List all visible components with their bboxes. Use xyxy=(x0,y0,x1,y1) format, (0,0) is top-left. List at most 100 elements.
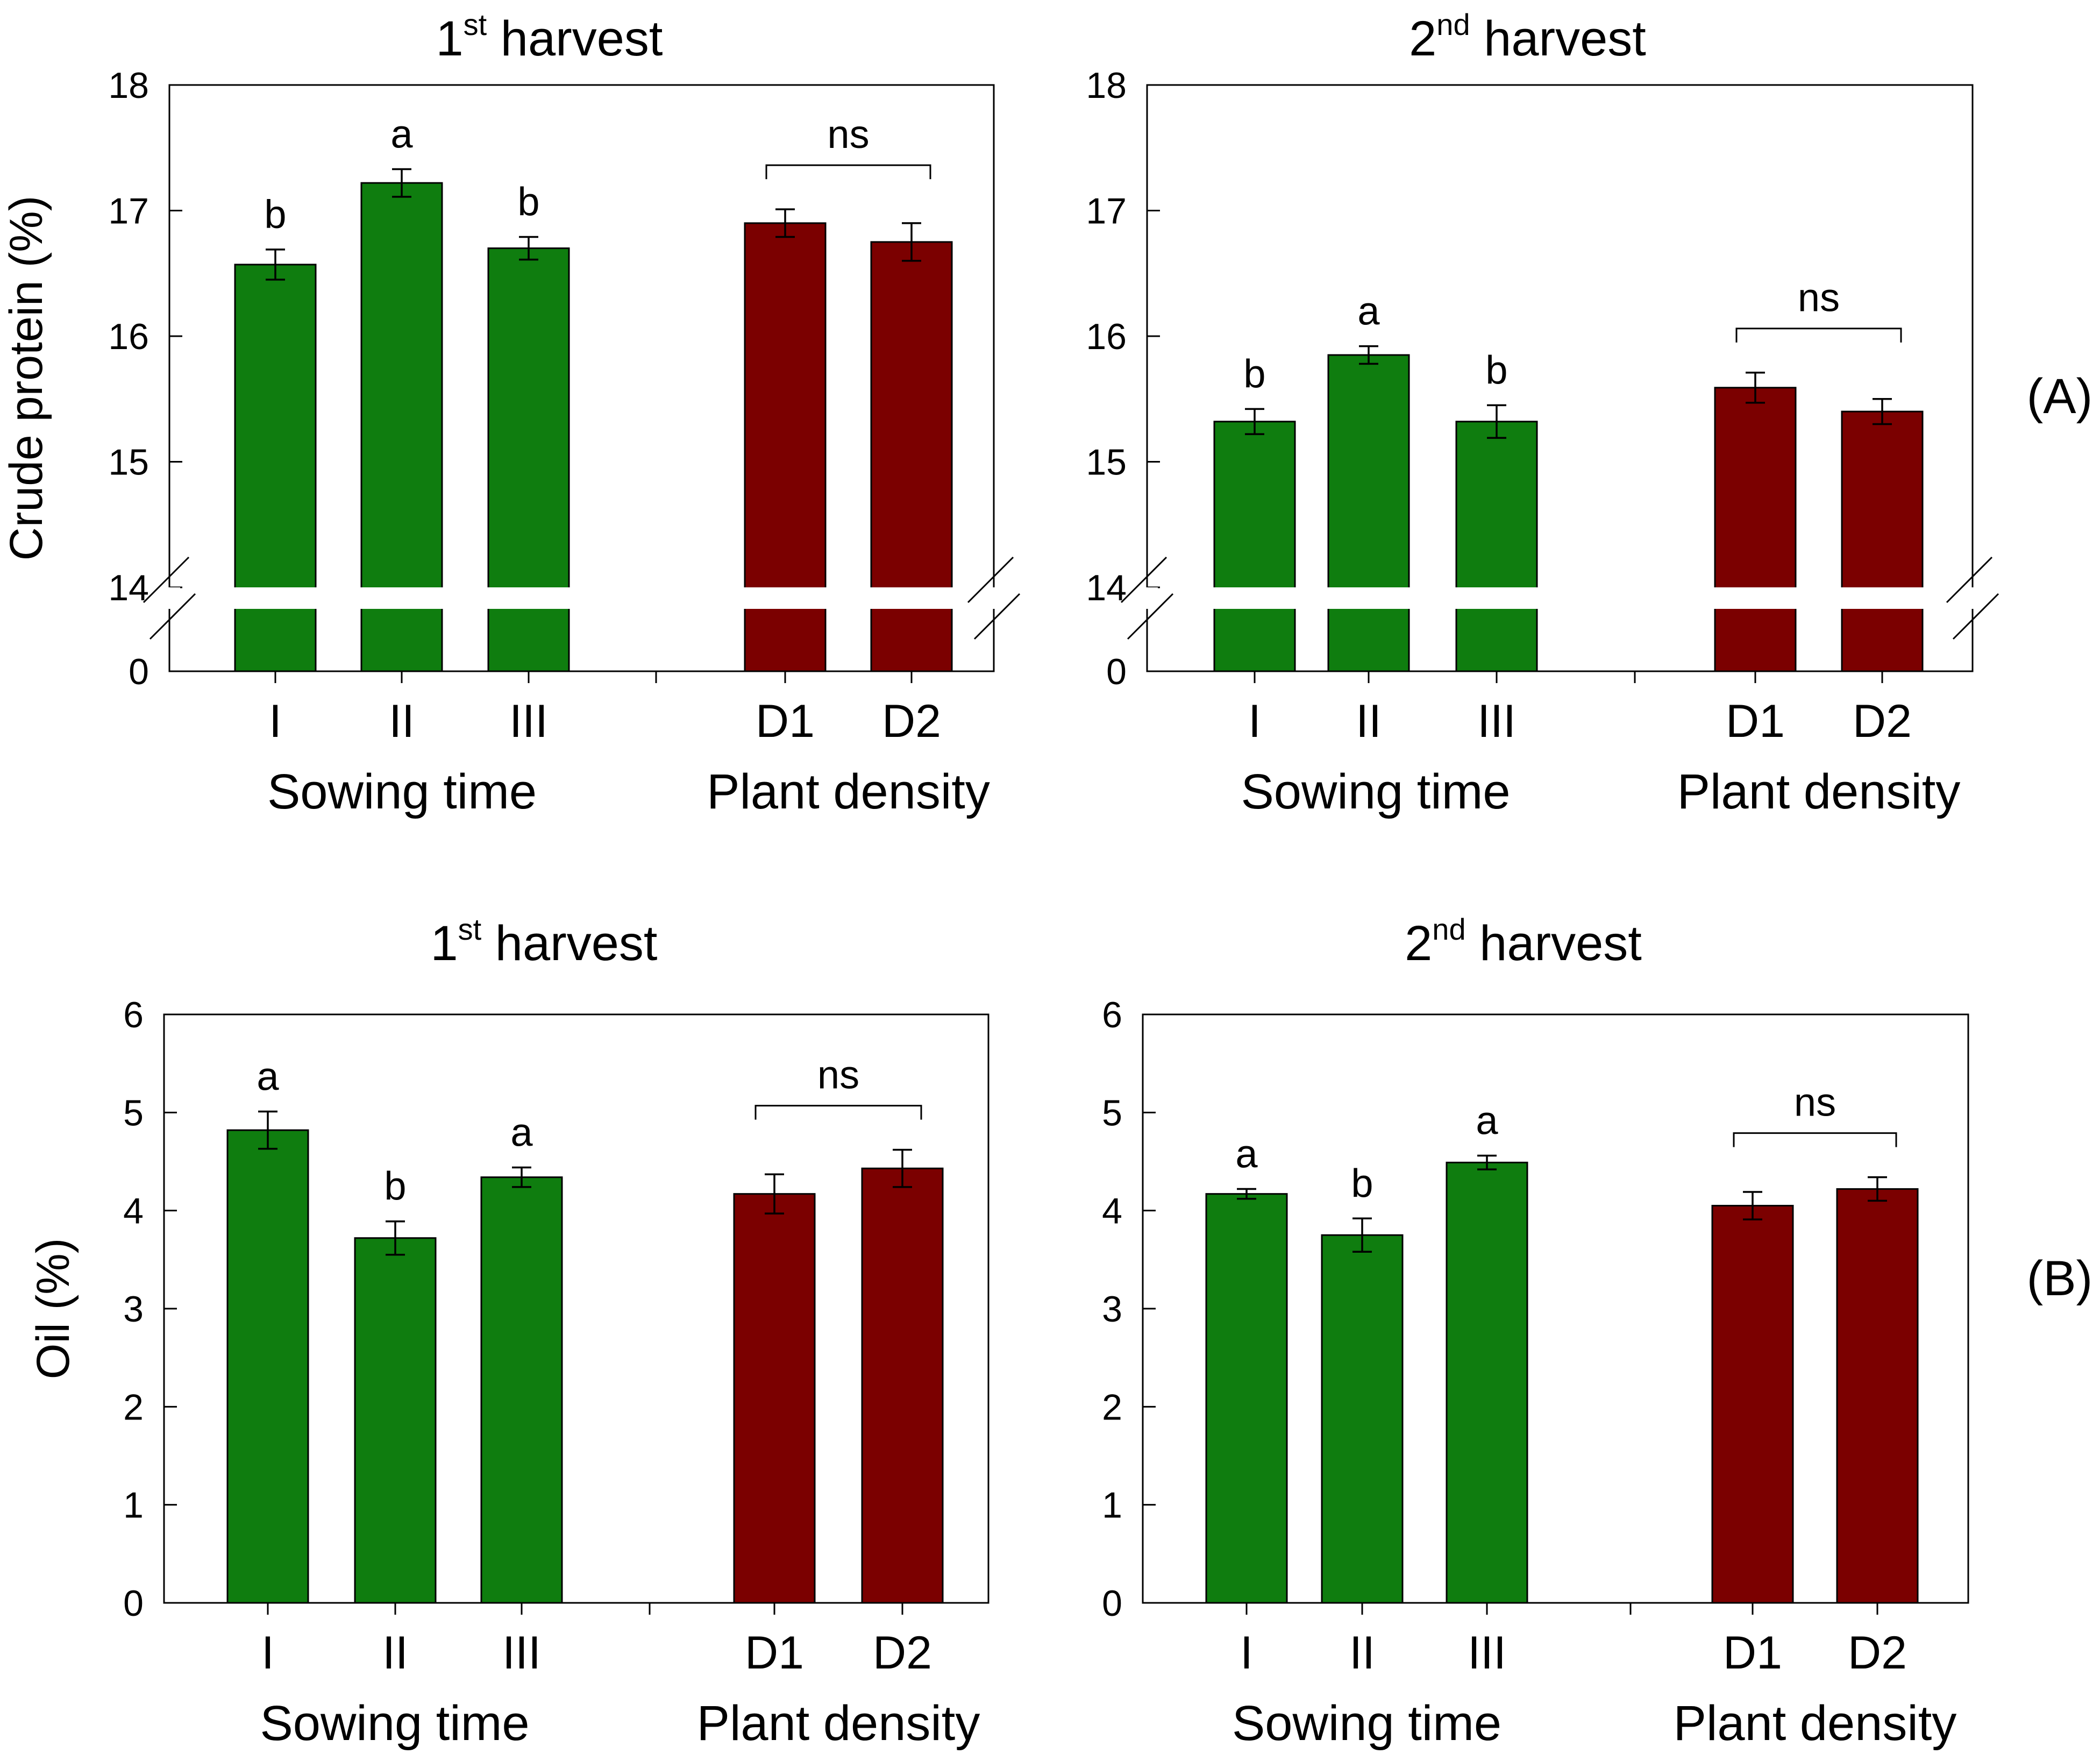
panel-3-error-bar-II xyxy=(386,1220,405,1256)
panel-1-error-bar-D2 xyxy=(902,222,921,262)
panel-1-x-tick-label-II: II xyxy=(389,695,415,747)
panel-1-error-bar-I xyxy=(266,248,285,281)
axis-break-gap xyxy=(983,587,1005,609)
title-number: 1 xyxy=(431,916,458,971)
panel-2-bar-D1 xyxy=(1714,387,1797,672)
panel-4-significance-I: a xyxy=(1235,1132,1258,1176)
title-superscript: st xyxy=(464,8,487,41)
panel-3-bar-III xyxy=(480,1176,563,1604)
panel-3-x-tick-label-I: I xyxy=(261,1627,274,1679)
panel-1-x-tick-label-D1: D1 xyxy=(756,695,815,747)
panel-3: 6 5 4 3 2 1 0 a Ib II a III D1 D2 Sowing time Plant den… xyxy=(27,912,990,1751)
axis-break-slash xyxy=(973,593,1021,640)
panel-3-error-bar-I xyxy=(258,1110,277,1150)
panel-2-plot-frame xyxy=(1146,84,1974,672)
panel-2-bar-D2 xyxy=(1841,410,1924,672)
panel-3-bar-II xyxy=(354,1237,437,1604)
bracket-line xyxy=(754,1105,922,1120)
panel-1-y-tick-label: 15 xyxy=(108,442,149,483)
panel-2-error-bar-D2 xyxy=(1873,398,1892,425)
panel-2-x-tick-label-II: II xyxy=(1356,695,1382,747)
title-number: 2 xyxy=(1405,916,1432,971)
panel-2-error-bar-I xyxy=(1245,408,1264,435)
panel-4-x-tick-label-III: III xyxy=(1468,1627,1506,1679)
panel-3-bar-D2 xyxy=(861,1167,944,1604)
panel-2-ns-bracket: ns xyxy=(1735,275,1902,343)
panel-4-x-tick-label-II: II xyxy=(1349,1627,1375,1679)
panel-4-x-tick-label-D1: D1 xyxy=(1723,1627,1782,1679)
panel-3-significance-II: b xyxy=(384,1164,406,1209)
panel-4-significance-III: a xyxy=(1476,1098,1498,1143)
title-rest: harvest xyxy=(1470,11,1646,66)
panel-1-group-label-2: Plant density xyxy=(707,764,990,819)
panel-4-y-tick-label: 1 xyxy=(1102,1485,1122,1526)
panel-1-y-tick-label: 17 xyxy=(108,191,149,232)
panel-3-x-tick-label-D1: D1 xyxy=(745,1627,804,1679)
panel-1-error-bar-III xyxy=(519,236,538,261)
axis-break-slash xyxy=(1952,593,1999,640)
panel-1-y-tick-label: 18 xyxy=(108,65,149,106)
bracket-line xyxy=(765,164,931,180)
panel-4-bar-D1 xyxy=(1711,1205,1794,1604)
panel-1-y-axis-label: Crude protein (%) xyxy=(1,196,52,561)
panel-4-x-tick-label-D2: D2 xyxy=(1848,1627,1907,1679)
title-superscript: nd xyxy=(1432,912,1465,946)
panel-4-ns-bracket: ns xyxy=(1733,1080,1897,1147)
panel-3-x-tick-label-II: II xyxy=(382,1627,408,1679)
panel-4-y-tick-label: 2 xyxy=(1102,1387,1122,1428)
panel-4-ns-label: ns xyxy=(1794,1080,1836,1125)
panel-1-error-bar-II xyxy=(392,168,411,198)
panel-4-error-bar-III xyxy=(1477,1154,1497,1170)
panel-1-axis-break-mark xyxy=(143,556,196,640)
title-number: 2 xyxy=(1409,11,1436,66)
title-rest: harvest xyxy=(487,11,663,66)
panel-4-error-bar-D1 xyxy=(1743,1191,1762,1220)
panel-2-significance-II: a xyxy=(1357,289,1380,333)
panel-2-significance-I: b xyxy=(1243,351,1265,396)
panel-2-y-tick-label: 18 xyxy=(1086,65,1127,106)
panel-3-error-bar-D1 xyxy=(765,1173,784,1215)
panel-3-y-tick-label: 2 xyxy=(123,1387,144,1428)
panel-4-y-tick-label: 5 xyxy=(1102,1092,1122,1133)
panel-1-plot-frame xyxy=(168,84,995,672)
row-label-a: (A) xyxy=(2027,369,2093,424)
axis-break-slash xyxy=(967,556,1014,603)
panel-4-error-bar-II xyxy=(1352,1217,1372,1253)
panel-3-y-tick-label: 0 xyxy=(123,1583,144,1624)
panel-3-y-tick-label: 6 xyxy=(123,995,144,1035)
panel-1-axis-break-mark xyxy=(967,556,1021,640)
panel-3-y-tick-label: 4 xyxy=(123,1191,144,1232)
panel-1-ns-bracket: ns xyxy=(765,112,931,180)
panel-1-significance-I: b xyxy=(264,192,286,237)
bracket-line xyxy=(1733,1132,1897,1147)
panel-1-group-label-1: Sowing time xyxy=(267,764,537,819)
panel-3-group-label-2: Plant density xyxy=(697,1696,980,1751)
panel-1-significance-III: b xyxy=(517,180,539,224)
panel-4-bar-I xyxy=(1205,1193,1288,1604)
panel-3-significance-III: a xyxy=(510,1110,533,1154)
panel-2: 18 17 16 15 14 0 b Ia II b III D1 D2 Sowing time Plant… xyxy=(1086,8,1999,819)
panel-4-y-tick-label: 3 xyxy=(1102,1289,1122,1330)
panel-4-group-label-1: Sowing time xyxy=(1232,1696,1501,1751)
panel-2-axis-break-band xyxy=(1169,587,1951,609)
panel-2-x-tick-label-D1: D1 xyxy=(1726,695,1785,747)
axis-break-gap xyxy=(1962,587,1983,609)
axis-break-slash xyxy=(1127,593,1174,640)
panel-2-y-tick-label: 0 xyxy=(1106,651,1127,692)
panel-2-axis-break-mark xyxy=(1946,556,1999,640)
axis-break-slash xyxy=(1120,556,1168,603)
panel-1-y-tick-label: 14 xyxy=(108,567,149,608)
panel-1-ns-label: ns xyxy=(827,112,869,157)
panel-2-y-tick-label: 15 xyxy=(1086,442,1127,483)
title-superscript: st xyxy=(458,912,482,946)
panel-2-bar-I xyxy=(1213,421,1296,672)
panel-3-ns-bracket: ns xyxy=(754,1053,922,1120)
title-number: 1 xyxy=(436,11,464,66)
panel-3-title: 1st harvest xyxy=(431,912,658,971)
panel-2-error-bar-D1 xyxy=(1746,371,1765,404)
panel-1-error-bar-D1 xyxy=(775,208,795,238)
panel-3-error-bar-III xyxy=(512,1166,531,1188)
panel-3-bar-D1 xyxy=(733,1193,816,1604)
panel-3-x-tick-label-III: III xyxy=(502,1627,541,1679)
panel-3-bar-I xyxy=(226,1129,309,1604)
